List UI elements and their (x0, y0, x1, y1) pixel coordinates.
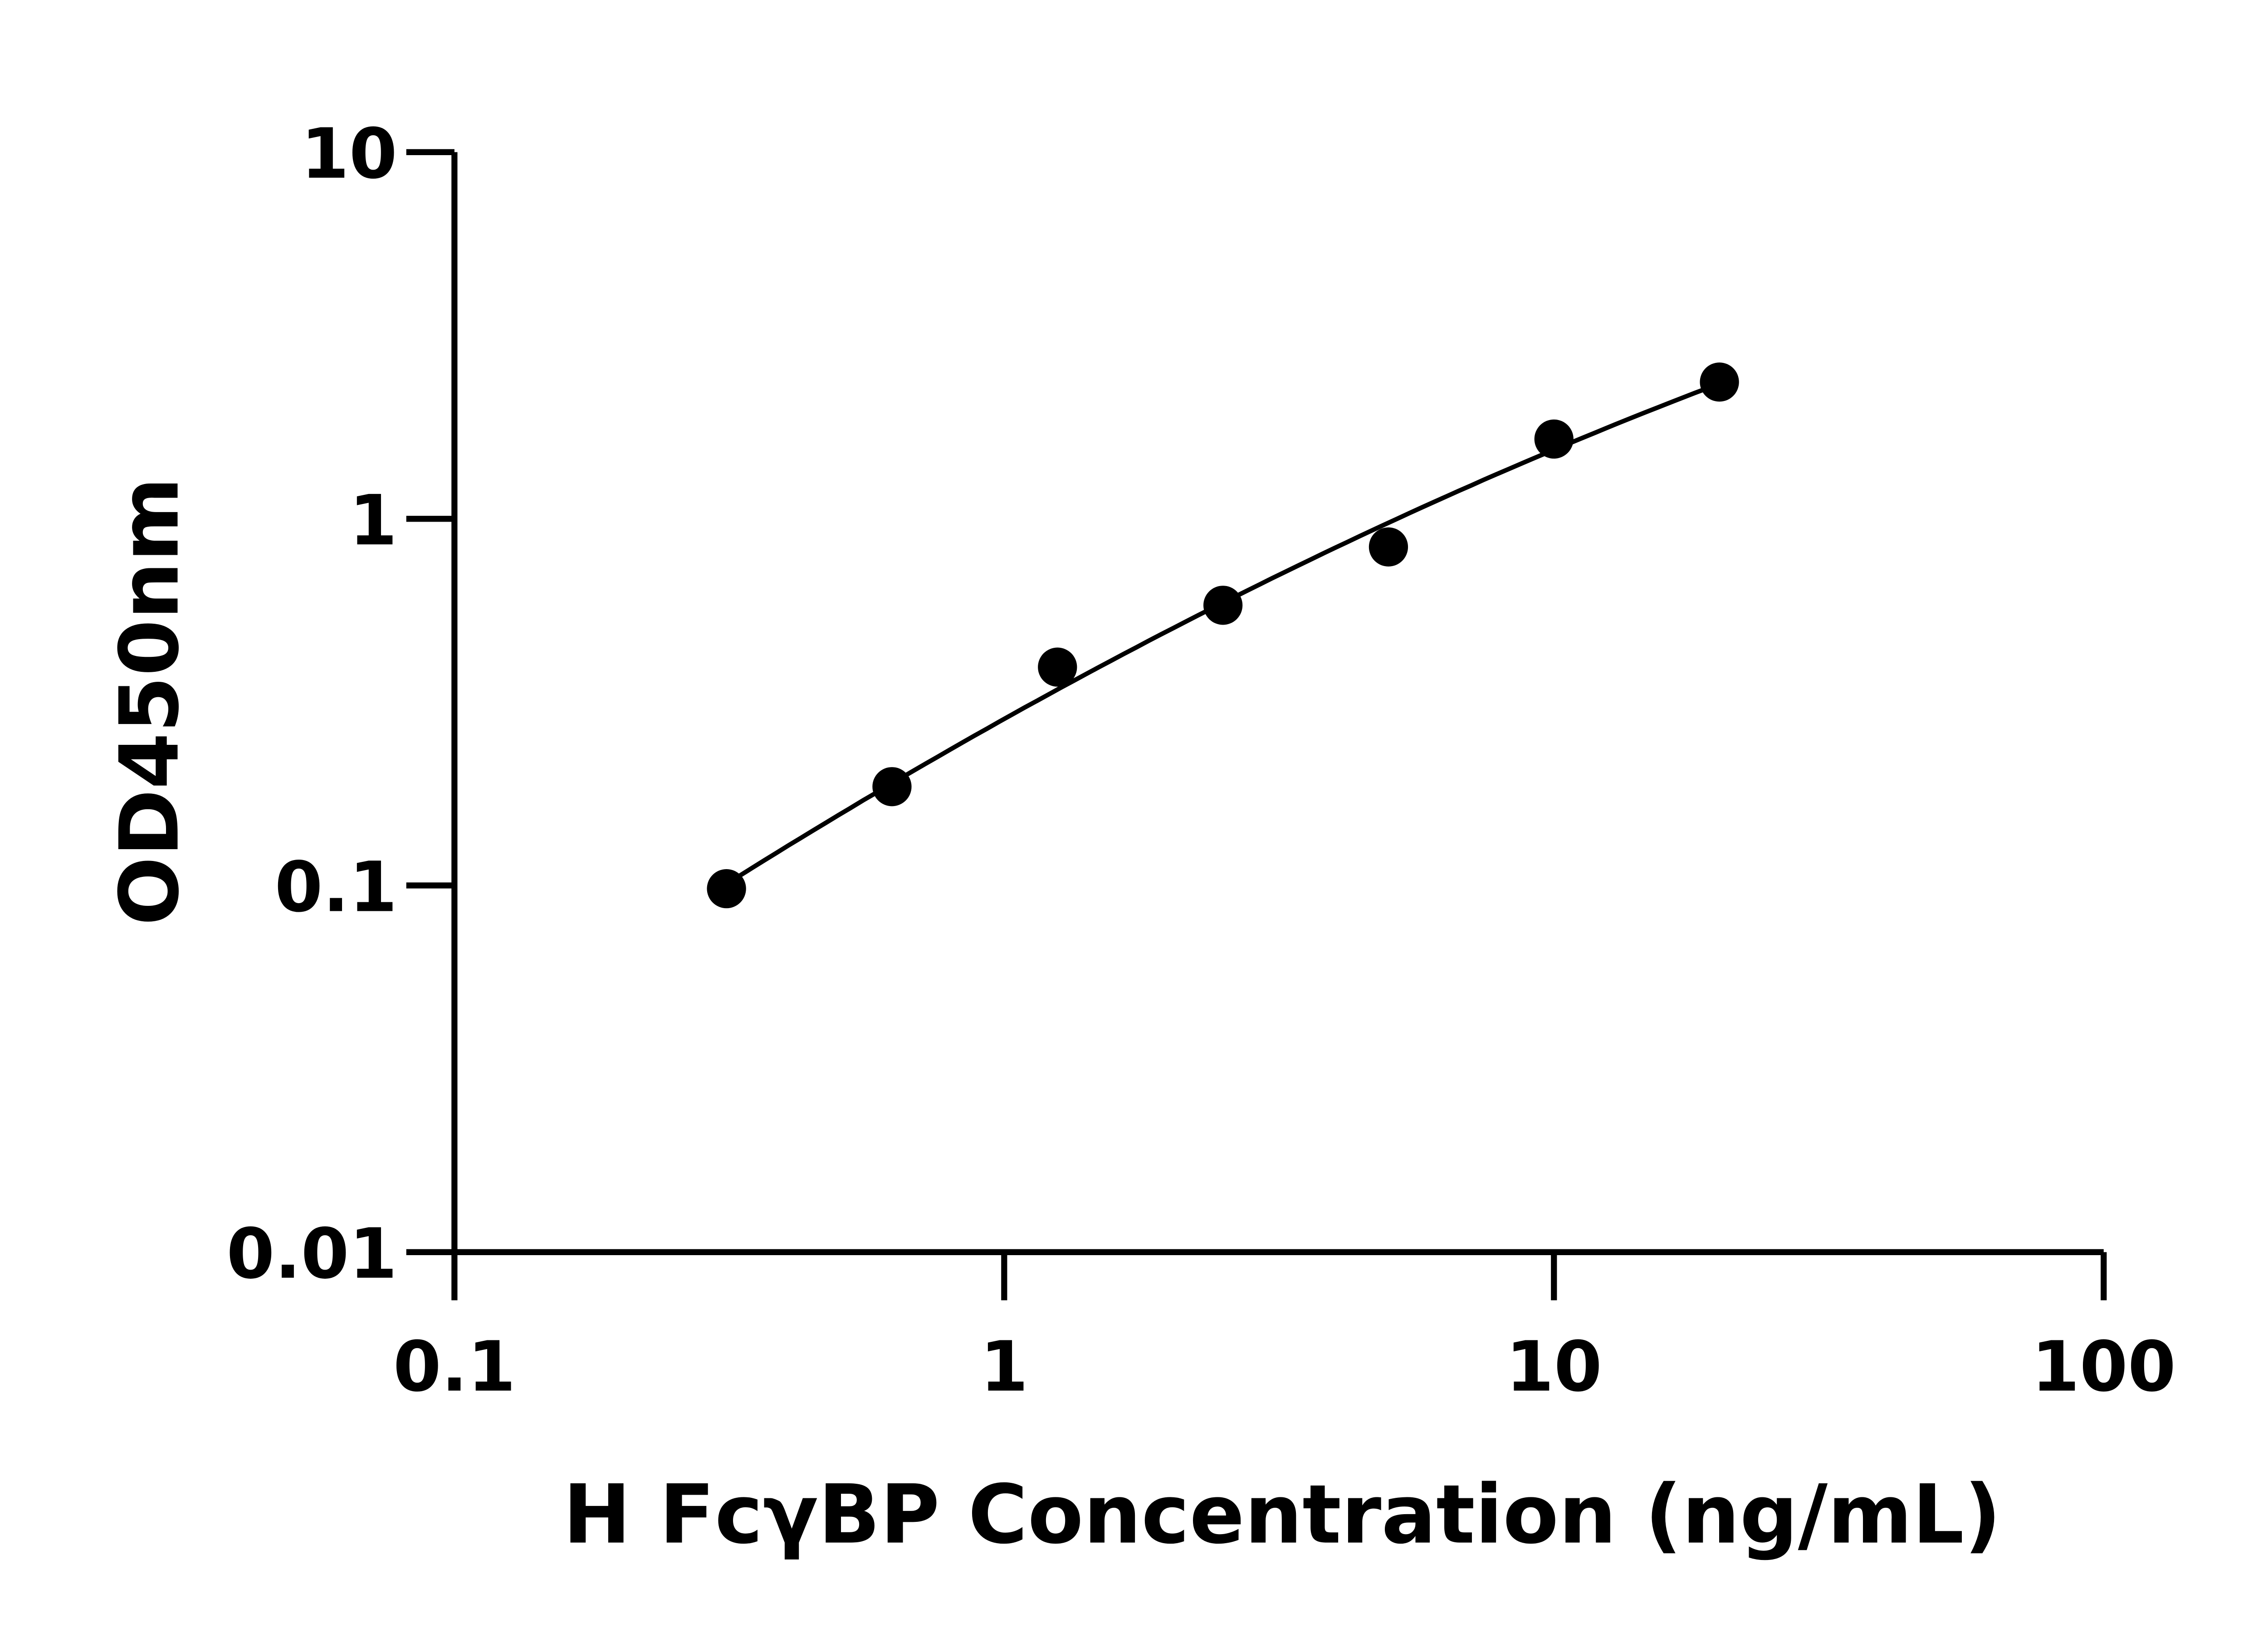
data-point (1534, 419, 1574, 459)
x-tick-label: 100 (2031, 1326, 2176, 1407)
x-tick-label: 1 (980, 1326, 1028, 1407)
y-axis-label: OD450nm (103, 477, 197, 926)
x-tick-label: 0.1 (393, 1326, 516, 1407)
y-tick-label: 10 (301, 113, 397, 194)
x-axis-label: H FcγBP Concentration (ng/mL) (563, 1468, 2001, 1562)
data-point (1038, 647, 1077, 687)
data-point (707, 869, 746, 909)
data-point (872, 767, 912, 807)
data-point (1203, 586, 1243, 625)
fit-curve (725, 381, 1721, 886)
y-tick-label: 1 (349, 480, 397, 561)
data-point (1369, 527, 1408, 567)
y-tick-label: 0.1 (274, 846, 397, 927)
x-tick-label: 10 (1506, 1326, 1602, 1407)
y-tick-label: 0.01 (226, 1213, 397, 1294)
data-point (1700, 362, 1739, 402)
points-layer (707, 362, 1739, 909)
axes: 0.01 0.1 1 10 0.1 1 10 100 (226, 113, 2176, 1407)
fit-curve-layer (725, 381, 1721, 886)
